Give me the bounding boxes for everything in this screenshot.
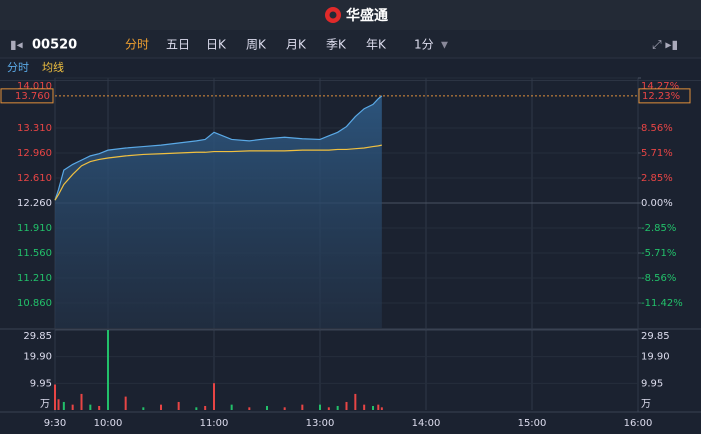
- volume-bar: [327, 407, 330, 410]
- tab[interactable]: 日K: [206, 38, 227, 52]
- tab[interactable]: 月K: [286, 38, 307, 52]
- current-change-label: 12.23%: [642, 91, 680, 102]
- volume-bar: [71, 404, 74, 410]
- y-tick-label: 10.860: [17, 298, 52, 309]
- volume-bar: [283, 407, 286, 410]
- volume-bar: [142, 407, 145, 410]
- volume-bar: [98, 405, 101, 410]
- y-tick-label: 11.210: [17, 273, 52, 284]
- volume-tick-label: 9.95: [30, 378, 52, 389]
- y-tick-label: 11.560: [17, 248, 52, 259]
- volume-bar: [54, 384, 56, 410]
- volume-tick-label: 19.90: [641, 352, 670, 363]
- header-title: 华盛通: [346, 7, 388, 24]
- logo-hole: [329, 11, 337, 19]
- x-tick-label: 16:00: [624, 418, 653, 429]
- volume-bar: [177, 401, 180, 410]
- volume-bar: [377, 404, 380, 410]
- y-tick-label: 12.260: [17, 198, 52, 209]
- tool-icons[interactable]: ⤢ ▸▮: [651, 38, 678, 52]
- volume-bar: [107, 330, 109, 410]
- volume-bar: [319, 404, 321, 410]
- volume-bar: [89, 404, 92, 410]
- y-tick-label: 12.610: [17, 173, 52, 184]
- current-price-label: 13.760: [15, 91, 50, 102]
- y-tick-label: 11.910: [17, 223, 52, 234]
- x-tick-label: 9:30: [44, 418, 66, 429]
- volume-tick-label: 29.85: [23, 331, 52, 342]
- legend-entry: 分时: [7, 61, 29, 74]
- symbol: 00520: [32, 38, 77, 53]
- volume-bar: [230, 404, 233, 410]
- x-tick-label: 14:00: [412, 418, 441, 429]
- tab[interactable]: 周K: [246, 38, 267, 52]
- divider: [0, 80, 701, 81]
- y2-tick-label: -2.85%: [641, 223, 676, 234]
- volume-bar: [195, 407, 198, 410]
- toolbar: [0, 30, 701, 58]
- volume-bar: [80, 393, 83, 410]
- volume-bar: [124, 396, 127, 410]
- volume-bar: [160, 404, 162, 410]
- y2-tick-label: -5.71%: [641, 248, 676, 259]
- volume-bar: [301, 404, 304, 410]
- y-tick-label: 13.310: [17, 123, 52, 134]
- volume-unit: 万: [641, 399, 651, 410]
- tab[interactable]: 五日: [166, 38, 190, 52]
- volume-tick-label: 9.95: [641, 378, 663, 389]
- volume-bar: [354, 393, 357, 410]
- volume-unit: 万: [40, 399, 50, 410]
- price-line: [54, 95, 383, 201]
- volume-tick-label: 19.90: [23, 352, 52, 363]
- volume-bar: [336, 405, 339, 410]
- tab[interactable]: 年K: [366, 38, 387, 52]
- tab[interactable]: 分时: [125, 38, 149, 52]
- volume-bar: [372, 405, 374, 410]
- x-tick-label: 10:00: [94, 418, 123, 429]
- back-icon[interactable]: ▮◂: [10, 38, 23, 52]
- y2-tick-label: 0.00%: [641, 198, 673, 209]
- price-area: [55, 95, 382, 328]
- volume-tick-label: 29.85: [641, 331, 670, 342]
- tab[interactable]: 季K: [326, 38, 347, 52]
- tab[interactable]: 1分: [414, 38, 434, 52]
- y-tick-label: 14.010: [17, 81, 52, 92]
- current-change-box: [638, 88, 691, 104]
- volume-bar: [363, 404, 366, 410]
- header-bar: [0, 0, 701, 30]
- volume-bar: [380, 407, 383, 410]
- volume-bar: [248, 407, 251, 410]
- volume-bar: [213, 383, 215, 410]
- x-tick-label: 15:00: [518, 418, 547, 429]
- average-line: [54, 144, 382, 201]
- y2-tick-label: -8.56%: [641, 273, 676, 284]
- y2-tick-label: 14.27%: [641, 81, 679, 92]
- x-tick-label: 11:00: [200, 418, 229, 429]
- legend-entry: 均线: [42, 60, 64, 74]
- volume-bar: [266, 405, 268, 410]
- y2-tick-label: 8.56%: [641, 123, 673, 134]
- dropdown-caret[interactable]: ▼: [441, 41, 448, 51]
- x-tick-label: 13:00: [306, 418, 335, 429]
- y2-tick-label: -11.42%: [641, 298, 683, 309]
- y2-tick-label: 2.85%: [641, 173, 673, 184]
- y-tick-label: 12.960: [17, 148, 52, 159]
- current-price-box: [0, 88, 54, 104]
- volume-bar: [62, 401, 65, 410]
- y2-tick-label: 5.71%: [641, 148, 673, 159]
- volume-bar: [204, 405, 207, 410]
- volume-bar: [57, 399, 60, 410]
- volume-bar: [345, 401, 348, 410]
